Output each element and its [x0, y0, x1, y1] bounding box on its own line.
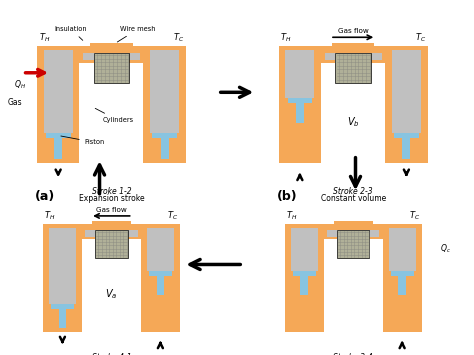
Bar	[392, 50, 421, 133]
Bar	[48, 351, 175, 355]
Bar	[383, 224, 422, 332]
Bar	[336, 53, 371, 83]
Text: $T_C$: $T_C$	[173, 32, 184, 44]
Text: Expansion stroke: Expansion stroke	[79, 194, 144, 203]
Text: Gas: Gas	[7, 98, 22, 108]
Bar	[37, 46, 186, 53]
Bar	[37, 46, 80, 163]
Bar	[143, 46, 186, 163]
Bar	[49, 228, 76, 304]
Bar	[279, 46, 428, 53]
Bar	[284, 224, 324, 332]
Bar	[51, 304, 74, 309]
Bar	[284, 185, 422, 204]
Bar	[334, 221, 373, 230]
Bar	[44, 50, 73, 133]
Bar	[324, 230, 337, 239]
Text: Stroke 3-4: Stroke 3-4	[333, 353, 373, 355]
Text: Stroke 2-3: Stroke 2-3	[333, 186, 373, 196]
Text: Insulation: Insulation	[55, 26, 87, 40]
Text: $V_a$: $V_a$	[105, 287, 118, 301]
Text: $T_H$: $T_H$	[286, 209, 298, 222]
Text: $T_H$: $T_H$	[38, 32, 50, 44]
Text: $T_C$: $T_C$	[409, 209, 420, 222]
Bar	[129, 53, 140, 60]
Text: Gas flow: Gas flow	[96, 207, 127, 213]
Bar	[394, 133, 419, 138]
Bar	[288, 98, 312, 103]
Bar	[291, 228, 318, 272]
Bar	[85, 230, 95, 237]
Text: Stroke 1-2: Stroke 1-2	[91, 186, 131, 196]
Bar	[293, 272, 316, 277]
Bar	[152, 133, 177, 138]
Bar	[402, 138, 410, 159]
Text: Wire mesh: Wire mesh	[117, 26, 156, 42]
Text: (a): (a)	[35, 190, 55, 203]
Bar	[301, 277, 308, 295]
Bar	[369, 230, 379, 237]
Bar	[391, 272, 413, 277]
Bar	[128, 230, 141, 239]
Text: Piston: Piston	[61, 136, 105, 146]
Bar	[43, 224, 82, 332]
Bar	[80, 53, 94, 62]
Text: Gas flow: Gas flow	[338, 28, 368, 34]
Text: (b): (b)	[277, 190, 297, 203]
Bar	[42, 185, 181, 204]
Bar	[371, 53, 382, 60]
Bar	[157, 277, 164, 295]
Bar	[83, 53, 94, 60]
Bar	[385, 46, 428, 163]
Bar	[321, 53, 336, 62]
Text: $V_b$: $V_b$	[347, 115, 359, 129]
Bar	[337, 230, 369, 258]
Bar	[82, 230, 95, 239]
Bar	[399, 277, 406, 295]
Bar	[371, 53, 385, 62]
Bar	[147, 228, 174, 272]
Text: $T_C$: $T_C$	[167, 209, 178, 222]
Bar	[43, 224, 180, 230]
Bar	[332, 43, 374, 53]
Bar	[279, 46, 321, 163]
Bar	[95, 230, 128, 258]
Bar	[92, 221, 131, 230]
Text: $Q_H$: $Q_H$	[14, 78, 26, 91]
Bar	[296, 103, 304, 124]
Bar	[285, 50, 314, 98]
Bar	[325, 53, 336, 60]
Bar	[90, 43, 133, 53]
Bar	[141, 224, 180, 332]
Text: Stroke 4-1: Stroke 4-1	[91, 353, 131, 355]
Bar	[128, 230, 137, 237]
Bar	[327, 230, 337, 237]
Bar	[46, 133, 71, 138]
Text: $Q_c$: $Q_c$	[440, 242, 451, 255]
Bar	[161, 138, 169, 159]
Bar	[290, 351, 417, 355]
Text: $T_C$: $T_C$	[415, 32, 426, 44]
Text: Cylinders: Cylinders	[95, 108, 134, 123]
Bar	[284, 224, 422, 230]
Text: Constant volume: Constant volume	[320, 194, 386, 203]
Bar	[129, 53, 143, 62]
Bar	[94, 53, 129, 83]
Bar	[54, 138, 62, 159]
Bar	[150, 50, 179, 133]
Bar	[59, 309, 66, 328]
Text: $T_H$: $T_H$	[45, 209, 56, 222]
Bar	[369, 230, 383, 239]
Bar	[389, 228, 416, 272]
Text: $T_H$: $T_H$	[280, 32, 292, 44]
Bar	[149, 272, 172, 277]
